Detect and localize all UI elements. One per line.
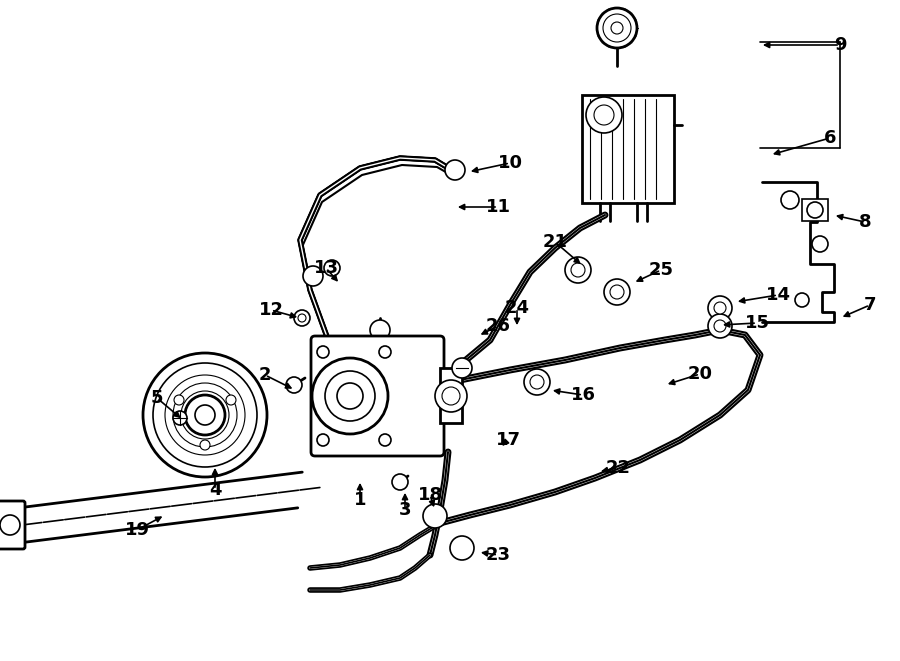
FancyBboxPatch shape	[311, 336, 444, 456]
Text: 10: 10	[498, 154, 523, 172]
Circle shape	[611, 22, 623, 34]
Circle shape	[337, 383, 363, 409]
Circle shape	[392, 474, 408, 490]
Circle shape	[565, 257, 591, 283]
Circle shape	[603, 14, 631, 42]
Text: 1: 1	[354, 491, 366, 509]
Text: 15: 15	[744, 314, 770, 332]
Circle shape	[586, 97, 622, 133]
Circle shape	[594, 105, 614, 125]
Circle shape	[442, 387, 460, 405]
Circle shape	[226, 395, 236, 405]
Circle shape	[379, 434, 391, 446]
Circle shape	[294, 310, 310, 326]
Circle shape	[185, 395, 225, 435]
Text: 24: 24	[505, 299, 529, 317]
Circle shape	[524, 369, 550, 395]
Circle shape	[781, 191, 799, 209]
Text: 14: 14	[766, 286, 790, 304]
Circle shape	[714, 320, 726, 332]
Circle shape	[530, 375, 544, 389]
Circle shape	[445, 160, 465, 180]
Circle shape	[286, 377, 302, 393]
Circle shape	[200, 440, 210, 450]
Text: 22: 22	[606, 459, 631, 477]
Bar	[802, 199, 828, 221]
Circle shape	[174, 395, 184, 405]
Circle shape	[708, 296, 732, 320]
Circle shape	[452, 358, 472, 378]
Text: 19: 19	[124, 521, 149, 539]
Circle shape	[143, 353, 267, 477]
Circle shape	[610, 285, 624, 299]
Circle shape	[714, 302, 726, 314]
Circle shape	[298, 314, 306, 322]
Bar	[440, 368, 462, 423]
Circle shape	[165, 375, 245, 455]
Circle shape	[812, 236, 828, 252]
Circle shape	[423, 504, 447, 528]
Text: 8: 8	[859, 213, 871, 231]
Text: 20: 20	[688, 365, 713, 383]
Text: 26: 26	[485, 317, 510, 335]
Circle shape	[195, 405, 215, 425]
Circle shape	[450, 536, 474, 560]
Circle shape	[0, 515, 20, 535]
Text: 4: 4	[209, 481, 221, 499]
Circle shape	[795, 293, 809, 307]
Circle shape	[807, 202, 823, 218]
Circle shape	[604, 279, 630, 305]
Circle shape	[317, 346, 329, 358]
Text: 23: 23	[485, 546, 510, 564]
Text: 9: 9	[833, 36, 846, 54]
Circle shape	[379, 346, 391, 358]
Text: 18: 18	[418, 486, 443, 504]
Circle shape	[303, 266, 323, 286]
Text: 2: 2	[259, 366, 271, 384]
Text: 16: 16	[571, 386, 596, 404]
Circle shape	[708, 314, 732, 338]
Text: 13: 13	[313, 259, 338, 277]
Text: 17: 17	[496, 431, 520, 449]
Circle shape	[571, 263, 585, 277]
Text: 6: 6	[824, 129, 836, 147]
Circle shape	[370, 320, 390, 340]
FancyBboxPatch shape	[0, 501, 25, 549]
Circle shape	[181, 391, 229, 439]
Text: 5: 5	[151, 389, 163, 407]
Text: 21: 21	[543, 233, 568, 251]
Text: 11: 11	[485, 198, 510, 216]
Circle shape	[324, 260, 340, 276]
Circle shape	[317, 434, 329, 446]
Circle shape	[435, 380, 467, 412]
Text: 12: 12	[258, 301, 284, 319]
Circle shape	[325, 371, 375, 421]
Text: 7: 7	[864, 296, 877, 314]
Circle shape	[173, 383, 237, 447]
Circle shape	[312, 358, 388, 434]
Circle shape	[189, 399, 221, 431]
Text: 3: 3	[399, 501, 411, 519]
Bar	[582, 95, 674, 203]
Circle shape	[597, 8, 637, 48]
Circle shape	[153, 363, 257, 467]
Circle shape	[173, 411, 187, 425]
Circle shape	[197, 407, 213, 423]
Text: 25: 25	[649, 261, 673, 279]
